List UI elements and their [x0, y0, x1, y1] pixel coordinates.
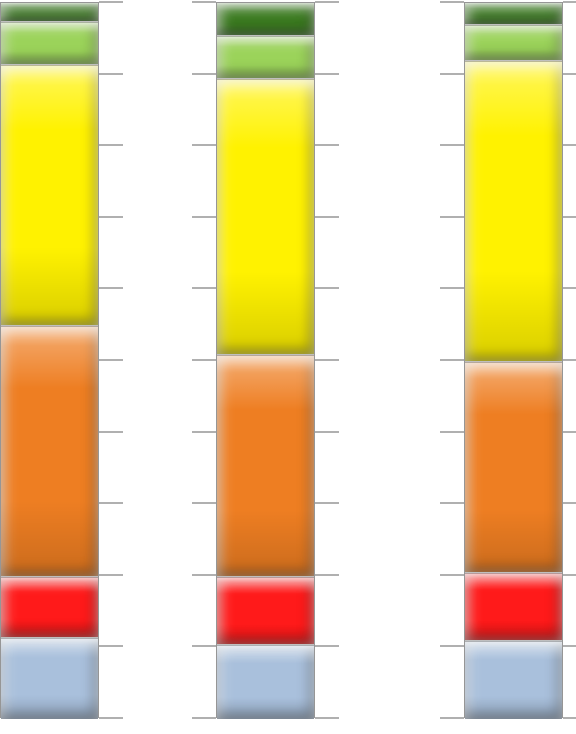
gridline-tick: [315, 717, 339, 719]
gridline-tick: [440, 216, 464, 218]
gridline-tick: [440, 1, 464, 3]
gridline-tick: [440, 73, 464, 75]
gridline-tick: [563, 431, 576, 433]
bar-1-segment-yellow: [1, 64, 98, 325]
gridline-tick: [192, 645, 216, 647]
gridline-tick: [192, 502, 216, 504]
gridline-tick: [563, 502, 576, 504]
gridline-tick: [99, 1, 123, 3]
gridline-tick: [440, 144, 464, 146]
gridline-tick: [99, 574, 123, 576]
gridline-tick: [440, 287, 464, 289]
bar-3-segment-red: [465, 572, 562, 640]
bar-2-segment-yellow: [217, 78, 314, 354]
bar-1-segment-orange: [1, 325, 98, 576]
gridline-tick: [99, 359, 123, 361]
bar-1-segment-dark_green: [1, 3, 98, 21]
gridline-tick: [315, 574, 339, 576]
gridline-tick: [99, 645, 123, 647]
bar-1-segment-steel_blue: [1, 637, 98, 719]
bar-2-segment-light_green: [217, 35, 314, 78]
gridline-tick: [192, 216, 216, 218]
gridline-tick: [192, 287, 216, 289]
bar-3-segment-dark_green: [465, 3, 562, 24]
gridline-tick: [99, 287, 123, 289]
bar-3-segment-yellow: [465, 60, 562, 361]
bar-2-segment-dark_green: [217, 3, 314, 35]
gridline-tick: [192, 431, 216, 433]
gridline-tick: [440, 359, 464, 361]
gridline-tick: [192, 1, 216, 3]
gridline-tick: [315, 359, 339, 361]
gridline-tick: [440, 574, 464, 576]
bar-3-segment-light_green: [465, 24, 562, 60]
gridline-tick: [315, 144, 339, 146]
bar-1-segment-light_green: [1, 21, 98, 64]
bar-2-segment-steel_blue: [217, 644, 314, 719]
gridline-tick: [99, 216, 123, 218]
bar-2-segment-red: [217, 576, 314, 644]
gridline-tick: [99, 73, 123, 75]
bar-1: [0, 2, 99, 718]
gridline-tick: [315, 287, 339, 289]
gridline-tick: [563, 574, 576, 576]
gridline-tick: [192, 717, 216, 719]
gridline-tick: [563, 645, 576, 647]
gridline-tick: [563, 717, 576, 719]
gridline-tick: [192, 359, 216, 361]
gridline-tick: [99, 431, 123, 433]
bar-3-segment-orange: [465, 361, 562, 572]
gridline-tick: [563, 1, 576, 3]
gridline-tick: [440, 717, 464, 719]
bar-2-segment-orange: [217, 354, 314, 576]
gridline-tick: [99, 144, 123, 146]
gridline-tick: [315, 1, 339, 3]
gridline-tick: [99, 502, 123, 504]
bar-3-segment-steel_blue: [465, 640, 562, 719]
stacked-bar-chart: [0, 0, 576, 734]
gridline-tick: [563, 359, 576, 361]
gridline-tick: [563, 144, 576, 146]
gridline-tick: [563, 287, 576, 289]
gridline-tick: [315, 431, 339, 433]
bar-2: [216, 2, 315, 718]
gridline-tick: [315, 645, 339, 647]
gridline-tick: [563, 73, 576, 75]
gridline-tick: [315, 216, 339, 218]
gridline-tick: [440, 645, 464, 647]
gridline-tick: [99, 717, 123, 719]
gridline-tick: [192, 574, 216, 576]
gridline-tick: [440, 502, 464, 504]
gridline-tick: [563, 216, 576, 218]
bar-1-segment-red: [1, 576, 98, 637]
gridline-tick: [192, 73, 216, 75]
gridline-tick: [315, 73, 339, 75]
gridline-tick: [440, 431, 464, 433]
gridline-tick: [192, 144, 216, 146]
gridline-tick: [315, 502, 339, 504]
bar-3: [464, 2, 563, 718]
